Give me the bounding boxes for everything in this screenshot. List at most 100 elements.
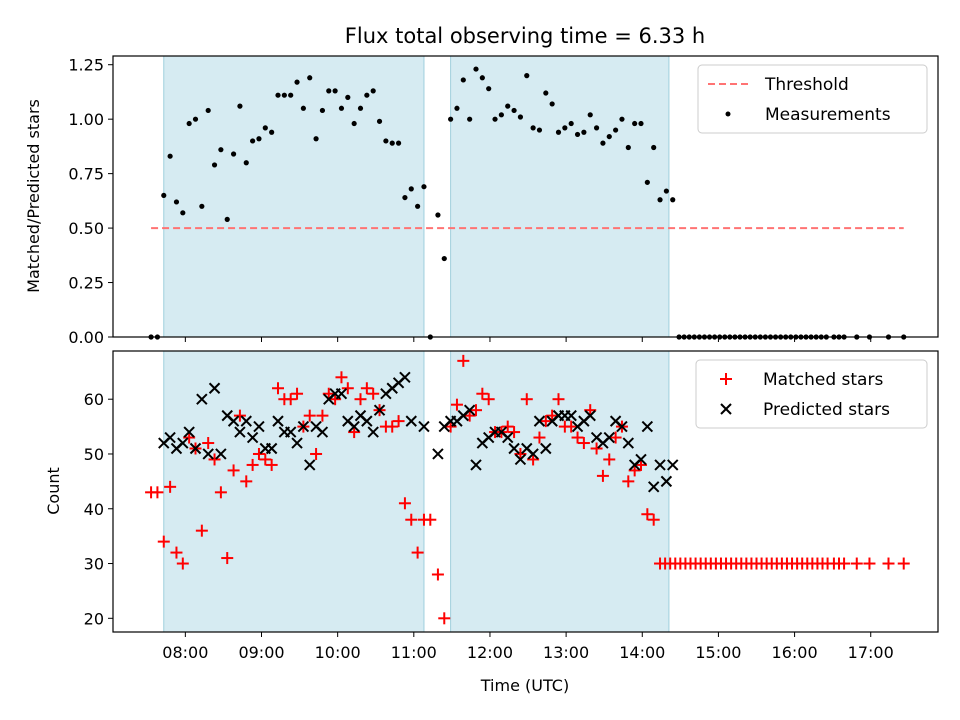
predicted-star-marker-b [508, 442, 520, 455]
shaded-interval-2 [450, 350, 670, 633]
measurements-legend-label: Measurements [765, 105, 891, 125]
matched-star-marker [341, 382, 354, 395]
measurement-point [473, 66, 479, 72]
matched-star-marker [457, 354, 470, 367]
predicted-star-marker [405, 415, 417, 427]
predicted-stars-points [158, 371, 679, 493]
predicted-star-marker-b [196, 393, 208, 405]
predicted-star-marker-b [418, 420, 430, 433]
measurement-point [243, 160, 249, 166]
matched-star-marker [577, 437, 590, 450]
matched-star-marker [603, 453, 616, 466]
predicted-star-marker [246, 431, 259, 444]
measurement-point [530, 125, 536, 131]
matched-star-marker [470, 404, 482, 417]
measurement-point [161, 192, 167, 199]
measurement-point [613, 127, 619, 133]
bottom-y-tick-label: 50 [84, 445, 104, 464]
measurement-point [357, 105, 364, 111]
predicted-star-marker-b [540, 442, 552, 455]
x-tick-label: 08:00 [162, 643, 208, 662]
matched-star-marker [850, 557, 863, 570]
measurement-point [574, 131, 581, 138]
x-axis-label: Time (UTC) [480, 676, 569, 695]
matched-star-marker [335, 371, 348, 384]
predicted-star-marker-b [367, 426, 379, 438]
bottom-legend: Matched stars Predicted stars [695, 359, 928, 429]
predicted-star-marker-b [183, 426, 195, 438]
predicted-star-marker-b [654, 459, 666, 471]
predicted-star-marker-b [316, 426, 329, 438]
top-y-tick-label: 0.25 [68, 274, 104, 293]
matched-legend-label: Matched stars [763, 370, 883, 390]
measurement-point [568, 120, 574, 127]
predicted-star-marker [418, 420, 430, 433]
measurement-point [199, 203, 205, 209]
measurement-point [395, 140, 402, 146]
x-tick-label: 10:00 [315, 643, 361, 662]
matched-star-marker [208, 453, 221, 466]
bottom-y-tick-label: 20 [84, 609, 104, 628]
matched-star-marker [482, 393, 495, 406]
matched-star-marker [438, 612, 451, 625]
matched-star-marker [329, 393, 342, 406]
predicted-star-marker-b [616, 420, 628, 433]
measurement-point [307, 75, 313, 81]
x-tick-label: 13:00 [543, 643, 589, 662]
measurement-point [562, 125, 568, 131]
predicted-star-marker-b [622, 437, 635, 449]
predicted-star-marker-b [609, 415, 622, 427]
predicted-star-marker-b [265, 442, 278, 455]
bottom-panel: 20 30 40 50 60 08:00 09:00 10:00 11:00 12:00 13:0… [44, 350, 939, 695]
bottom-legend-box [695, 359, 928, 429]
matched-star-marker [628, 464, 641, 477]
matched-star-marker [552, 393, 565, 406]
top-y-ticks: 0.00 0.25 0.50 0.75 1.00 1.25 [68, 56, 113, 347]
top-axes-frame [112, 55, 939, 338]
matched-star-marker [170, 546, 183, 559]
matched-star-marker [183, 431, 196, 444]
top-y-tick-label: 0.75 [68, 165, 104, 184]
predicted-star-marker-b [647, 481, 660, 493]
predicted-star-marker [348, 420, 360, 433]
measurement-point [319, 107, 326, 114]
matched-star-marker [411, 546, 424, 559]
top-panel: 0.00 0.25 0.50 0.75 1.00 1.25 Matched/Predict… [24, 55, 939, 347]
predicted-star-marker-b [373, 404, 386, 416]
measurement-point [670, 197, 676, 203]
measurement-point [351, 120, 357, 127]
measurement-point [524, 73, 530, 79]
matched-star-marker [221, 552, 234, 565]
predicted-star-marker-b [291, 437, 303, 449]
predicted-star-marker [183, 426, 195, 438]
measurement-point [186, 120, 192, 127]
top-y-tick-label: 1.25 [68, 56, 104, 75]
x-tick-label: 11:00 [391, 643, 437, 662]
predicted-star-marker [565, 409, 577, 422]
predicted-star-marker [432, 448, 444, 460]
matched-star-marker [596, 469, 609, 482]
measurement-point [663, 188, 669, 194]
x-tick-label: 14:00 [619, 643, 665, 662]
matched-legend-swatch [720, 373, 732, 385]
matched-star-marker [157, 535, 170, 548]
threshold-legend-label: Threshold [764, 75, 849, 95]
matched-star-marker [367, 387, 380, 400]
matched-star-marker [897, 557, 910, 570]
predicted-star-marker [253, 420, 265, 433]
top-shaded-intervals [163, 55, 670, 338]
predicted-star-marker-b [584, 409, 596, 422]
measurement-point [237, 103, 243, 109]
measurement-point [281, 92, 287, 98]
measurement-point [173, 199, 180, 205]
predicted-star-marker [641, 420, 654, 433]
matched-star-marker [291, 387, 304, 400]
matched-star-marker [176, 557, 189, 570]
measurement-point [288, 92, 294, 98]
matched-star-marker [316, 409, 329, 422]
matched-star-marker [386, 420, 399, 433]
predicted-star-marker [603, 431, 615, 444]
matched-star-marker [214, 486, 227, 499]
matched-star-marker [240, 475, 253, 488]
